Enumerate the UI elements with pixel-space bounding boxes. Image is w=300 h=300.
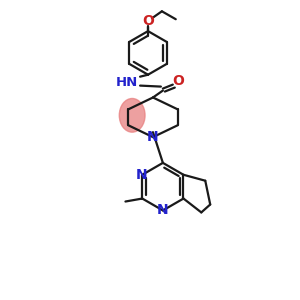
Ellipse shape	[119, 98, 145, 132]
Text: O: O	[142, 14, 154, 28]
Text: N: N	[157, 203, 169, 218]
Text: N: N	[147, 130, 159, 144]
Text: N: N	[136, 168, 147, 182]
Text: HN: HN	[116, 76, 138, 89]
Text: O: O	[172, 74, 184, 88]
